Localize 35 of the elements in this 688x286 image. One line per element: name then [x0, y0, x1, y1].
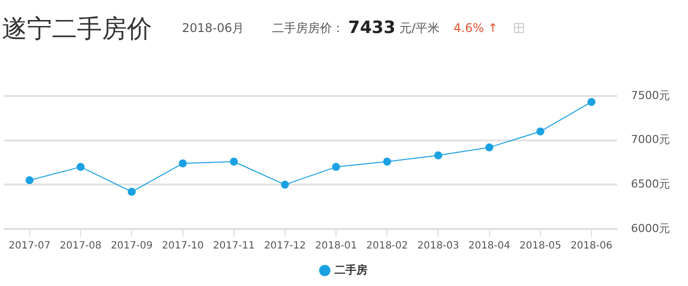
text: 元/平米: [399, 20, 440, 36]
x-tick-label: 2018-06: [570, 240, 612, 252]
y-tick-label: 6000元: [631, 222, 670, 235]
point: [26, 176, 34, 184]
x-tick-label: 2018-05: [519, 240, 562, 252]
x-tick-label: 2017-12: [264, 240, 306, 252]
chart-title: 遂宁二手房价: [2, 12, 152, 44]
x-tick-label: 2017-10: [162, 240, 204, 252]
text: 4.6% ↑: [454, 21, 498, 35]
point: [280, 180, 289, 189]
point: [76, 162, 85, 171]
text: 7433: [348, 18, 396, 38]
text: 2018-06月: [182, 20, 244, 36]
legend-label: 二手房: [334, 263, 368, 276]
y-tick-label: 6500元: [631, 178, 670, 191]
x-tick-label: 2018-04: [468, 240, 510, 252]
x-tick-label: 2017-07: [8, 240, 50, 252]
y-tick-label: 7000元: [631, 133, 670, 146]
point: [587, 98, 596, 106]
point: [434, 151, 442, 160]
point: [128, 188, 136, 196]
point: [485, 143, 494, 152]
x-tick-label: 2017-08: [60, 240, 102, 252]
point: [536, 127, 544, 136]
x-tick-label: 2017-09: [110, 240, 153, 252]
point: [230, 158, 238, 166]
x-tick-label: 2018-03: [417, 240, 460, 252]
x-tick-label: 2018-02: [366, 240, 408, 252]
point: [178, 159, 187, 168]
text: 二手房房价：: [272, 20, 344, 36]
x-tick-label: 2018-01: [315, 240, 357, 252]
x-tick-label: 2017-11: [212, 240, 255, 252]
y-tick-label: 7500元: [631, 88, 670, 102]
point: [332, 162, 340, 171]
point: [383, 158, 392, 166]
